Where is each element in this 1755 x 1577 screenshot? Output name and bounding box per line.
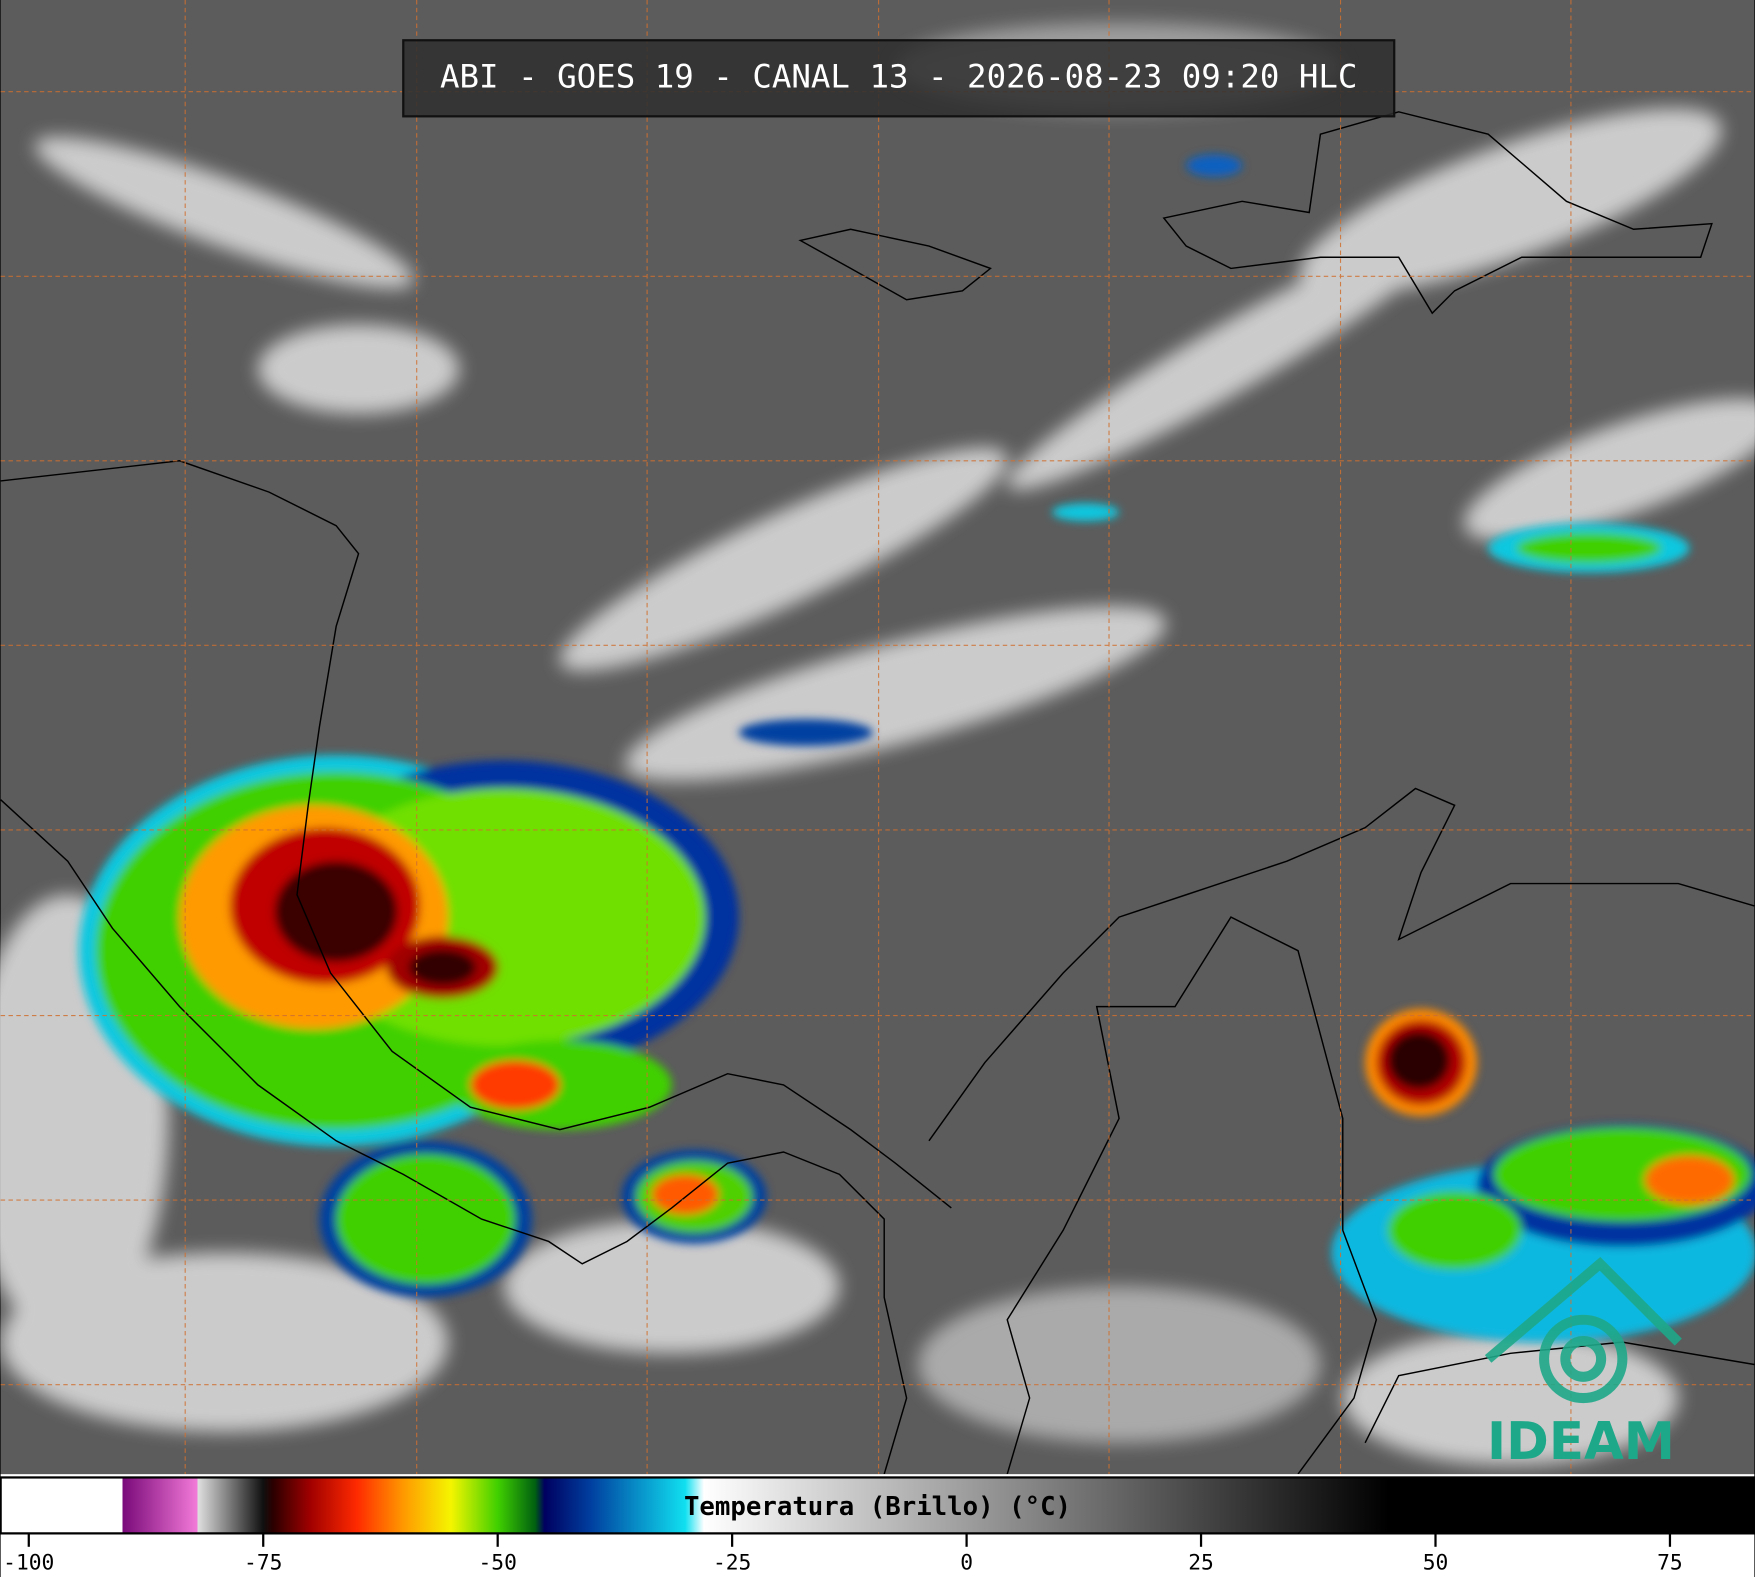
- tick-label: -75: [244, 1551, 282, 1576]
- title-box: [402, 39, 1396, 118]
- tick-label: -50: [478, 1551, 516, 1576]
- title: ABI - GOES 19 - CANAL 13 - 2026-08-23 09…: [440, 57, 1357, 95]
- graticule: [0, 0, 1755, 1475]
- tick-label: 25: [1188, 1551, 1214, 1576]
- tick-label: -100: [3, 1551, 54, 1576]
- logo-text: IDEAM: [1487, 1412, 1675, 1472]
- tick-label: 0: [960, 1551, 973, 1576]
- logo: [1484, 1256, 1682, 1404]
- tick-label: 50: [1423, 1551, 1449, 1576]
- coastlines: [0, 111, 1755, 1475]
- colorbar: [0, 1476, 1755, 1535]
- tick-label: 75: [1657, 1551, 1683, 1576]
- colorbar-label: Temperatura (Brillo) (°C): [684, 1492, 1071, 1522]
- tick-label: -25: [713, 1551, 751, 1576]
- clouds: [0, 22, 1755, 1466]
